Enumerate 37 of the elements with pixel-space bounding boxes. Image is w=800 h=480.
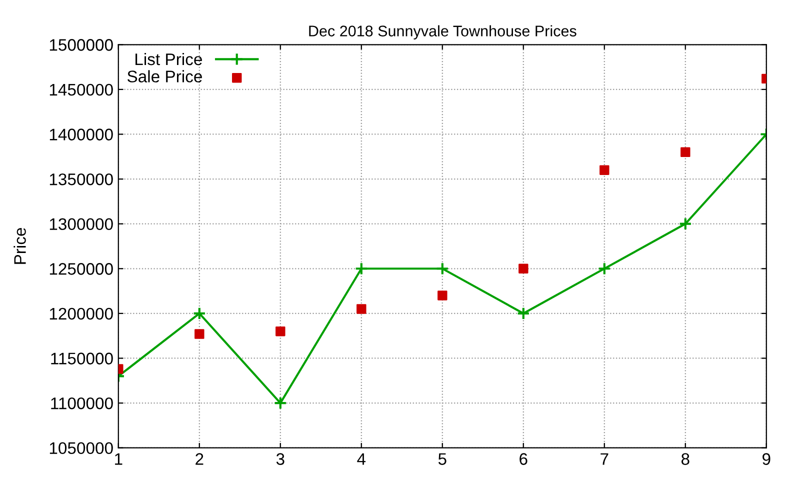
point [600,165,610,175]
point [438,290,448,300]
y-tick-label: 1500000 [50,39,113,51]
point [516,306,530,320]
point [354,262,368,276]
x-tick-label: 6 [520,453,528,465]
point [678,217,692,230]
y-tick-label: 1200000 [50,308,113,320]
y-axis-title: Price [14,228,26,264]
y-tick-label: 1100000 [51,397,113,410]
point [274,396,287,410]
legend-label: List Price [136,52,202,66]
point [598,262,611,276]
y-tick-label: 1150000 [51,352,113,364]
x-tick-label: 1 [115,453,122,465]
x-tick-label: 7 [600,453,608,465]
point [192,306,206,320]
y-tick-label: 1400000 [50,128,113,140]
point [194,329,204,339]
legend-label: Sale Price [127,70,202,82]
y-tick-label: 1450000 [50,84,113,96]
chart-title: Dec 2018 Sunnyvale Townhouse Prices [309,25,576,40]
y-tick-label: 1050000 [50,442,113,454]
point [356,304,366,314]
point [518,264,528,274]
point [276,326,286,336]
y-tick-label: 1350000 [50,173,113,186]
point [436,262,449,276]
x-tick-label: 4 [357,453,366,465]
point [680,147,690,158]
x-tick-label: 5 [438,453,446,465]
x-tick-label: 8 [681,453,690,465]
x-tick-label: 9 [762,453,770,465]
y-tick-label: 1250000 [50,263,113,275]
x-tick-label: 2 [196,453,204,465]
x-tick-label: 3 [276,453,284,465]
y-tick-label: 1300000 [50,218,113,230]
